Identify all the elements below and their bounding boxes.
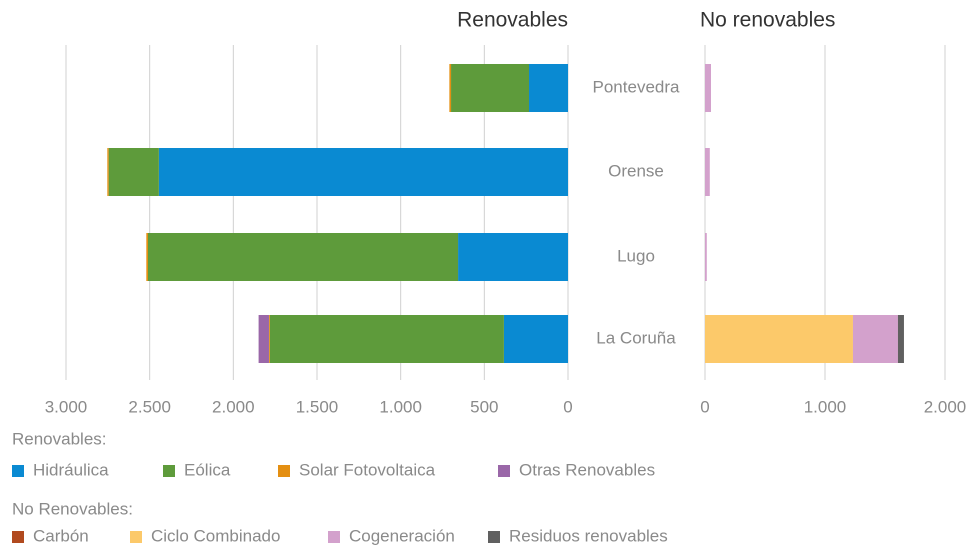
legend-label: Eólica xyxy=(184,460,231,479)
legend-swatch xyxy=(130,531,142,543)
bar-segment xyxy=(258,315,269,363)
bar-segment xyxy=(705,64,711,112)
bar-segment xyxy=(705,148,710,196)
legend-swatch xyxy=(328,531,340,543)
legend-label: Carbón xyxy=(33,526,89,545)
legend-swatch xyxy=(278,465,290,477)
legend-label: Otras Renovables xyxy=(519,460,655,479)
bar-segment xyxy=(503,315,568,363)
x-tick-label: 2.500 xyxy=(128,397,171,416)
legend-label: Solar Fotovoltaica xyxy=(299,460,436,479)
bar-segment xyxy=(107,148,109,196)
legend-label: Residuos renovables xyxy=(509,526,668,545)
x-tick-label: 2.000 xyxy=(924,397,967,416)
bar-segment xyxy=(458,233,568,281)
bar-segment xyxy=(268,315,270,363)
x-tick-label: 1.500 xyxy=(296,397,339,416)
bar-segment xyxy=(146,233,148,281)
category-label: Orense xyxy=(608,161,664,180)
bar-segment xyxy=(449,64,452,112)
x-tick-label: 1.000 xyxy=(804,397,847,416)
bar-segment xyxy=(897,315,904,363)
legend-swatch xyxy=(488,531,500,543)
category-label: La Coruña xyxy=(596,328,676,347)
x-tick-label: 0 xyxy=(700,397,709,416)
x-tick-label: 500 xyxy=(470,397,498,416)
bar-segment xyxy=(147,233,459,281)
category-label: Pontevedra xyxy=(593,77,680,96)
bar-segment xyxy=(108,148,159,196)
legend-swatch xyxy=(498,465,510,477)
legend-swatch xyxy=(163,465,175,477)
bar-segment xyxy=(529,64,568,112)
chart-title: Renovables xyxy=(457,9,568,32)
legend-title: No Renovables: xyxy=(12,499,133,518)
x-tick-label: 0 xyxy=(563,397,572,416)
bar-segment xyxy=(269,315,504,363)
legend-swatch xyxy=(12,465,24,477)
bar-segment xyxy=(158,148,568,196)
bar-segment xyxy=(705,233,707,281)
x-tick-label: 2.000 xyxy=(212,397,255,416)
bar-segment xyxy=(451,64,530,112)
chart-title: No renovables xyxy=(700,9,835,32)
legend-label: Cogeneración xyxy=(349,526,455,545)
category-label: Lugo xyxy=(617,246,655,265)
legend-label: Ciclo Combinado xyxy=(151,526,280,545)
legend-title: Renovables: xyxy=(12,429,107,448)
legend-swatch xyxy=(12,531,24,543)
x-tick-label: 3.000 xyxy=(45,397,88,416)
bar-segment xyxy=(705,315,853,363)
legend-label: Hidráulica xyxy=(33,460,109,479)
bar-segment xyxy=(852,315,898,363)
x-tick-label: 1.000 xyxy=(379,397,422,416)
